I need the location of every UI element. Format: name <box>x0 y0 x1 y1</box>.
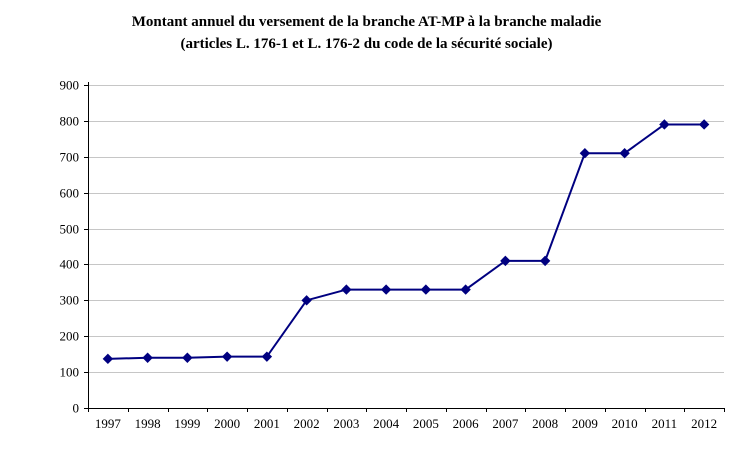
svg-text:700: 700 <box>60 150 80 165</box>
chart-title: Montant annuel du versement de la branch… <box>131 14 602 30</box>
svg-text:0: 0 <box>73 401 80 416</box>
svg-text:900: 900 <box>60 78 80 93</box>
svg-text:2001: 2001 <box>254 416 280 431</box>
svg-text:2010: 2010 <box>612 416 638 431</box>
svg-text:100: 100 <box>60 365 80 380</box>
svg-text:2011: 2011 <box>652 416 678 431</box>
svg-text:1998: 1998 <box>135 416 161 431</box>
svg-text:2003: 2003 <box>333 416 359 431</box>
svg-text:2009: 2009 <box>572 416 598 431</box>
chart-subtitle: (articles L. 176-1 et L. 176-2 du code d… <box>180 35 553 52</box>
chart-area: 0 100 200 300 400 500 600 700 800 900 1997 1998 1999… <box>0 70 733 463</box>
svg-text:2008: 2008 <box>532 416 558 431</box>
svg-text:600: 600 <box>60 186 80 201</box>
svg-text:400: 400 <box>60 257 80 272</box>
svg-text:2005: 2005 <box>413 416 439 431</box>
svg-text:2006: 2006 <box>453 416 480 431</box>
chart-title-block: Montant annuel du versement de la branch… <box>0 0 733 56</box>
svg-text:2012: 2012 <box>691 416 717 431</box>
svg-text:2002: 2002 <box>294 416 320 431</box>
svg-text:500: 500 <box>60 222 80 237</box>
svg-text:300: 300 <box>60 293 80 308</box>
svg-text:1997: 1997 <box>95 416 122 431</box>
svg-text:800: 800 <box>60 114 80 129</box>
svg-text:2007: 2007 <box>492 416 519 431</box>
svg-text:2004: 2004 <box>373 416 400 431</box>
svg-text:200: 200 <box>60 329 80 344</box>
svg-text:2000: 2000 <box>214 416 240 431</box>
line-chart: 0 100 200 300 400 500 600 700 800 900 1997 1998 1999… <box>60 78 725 431</box>
svg-text:1999: 1999 <box>174 416 200 431</box>
